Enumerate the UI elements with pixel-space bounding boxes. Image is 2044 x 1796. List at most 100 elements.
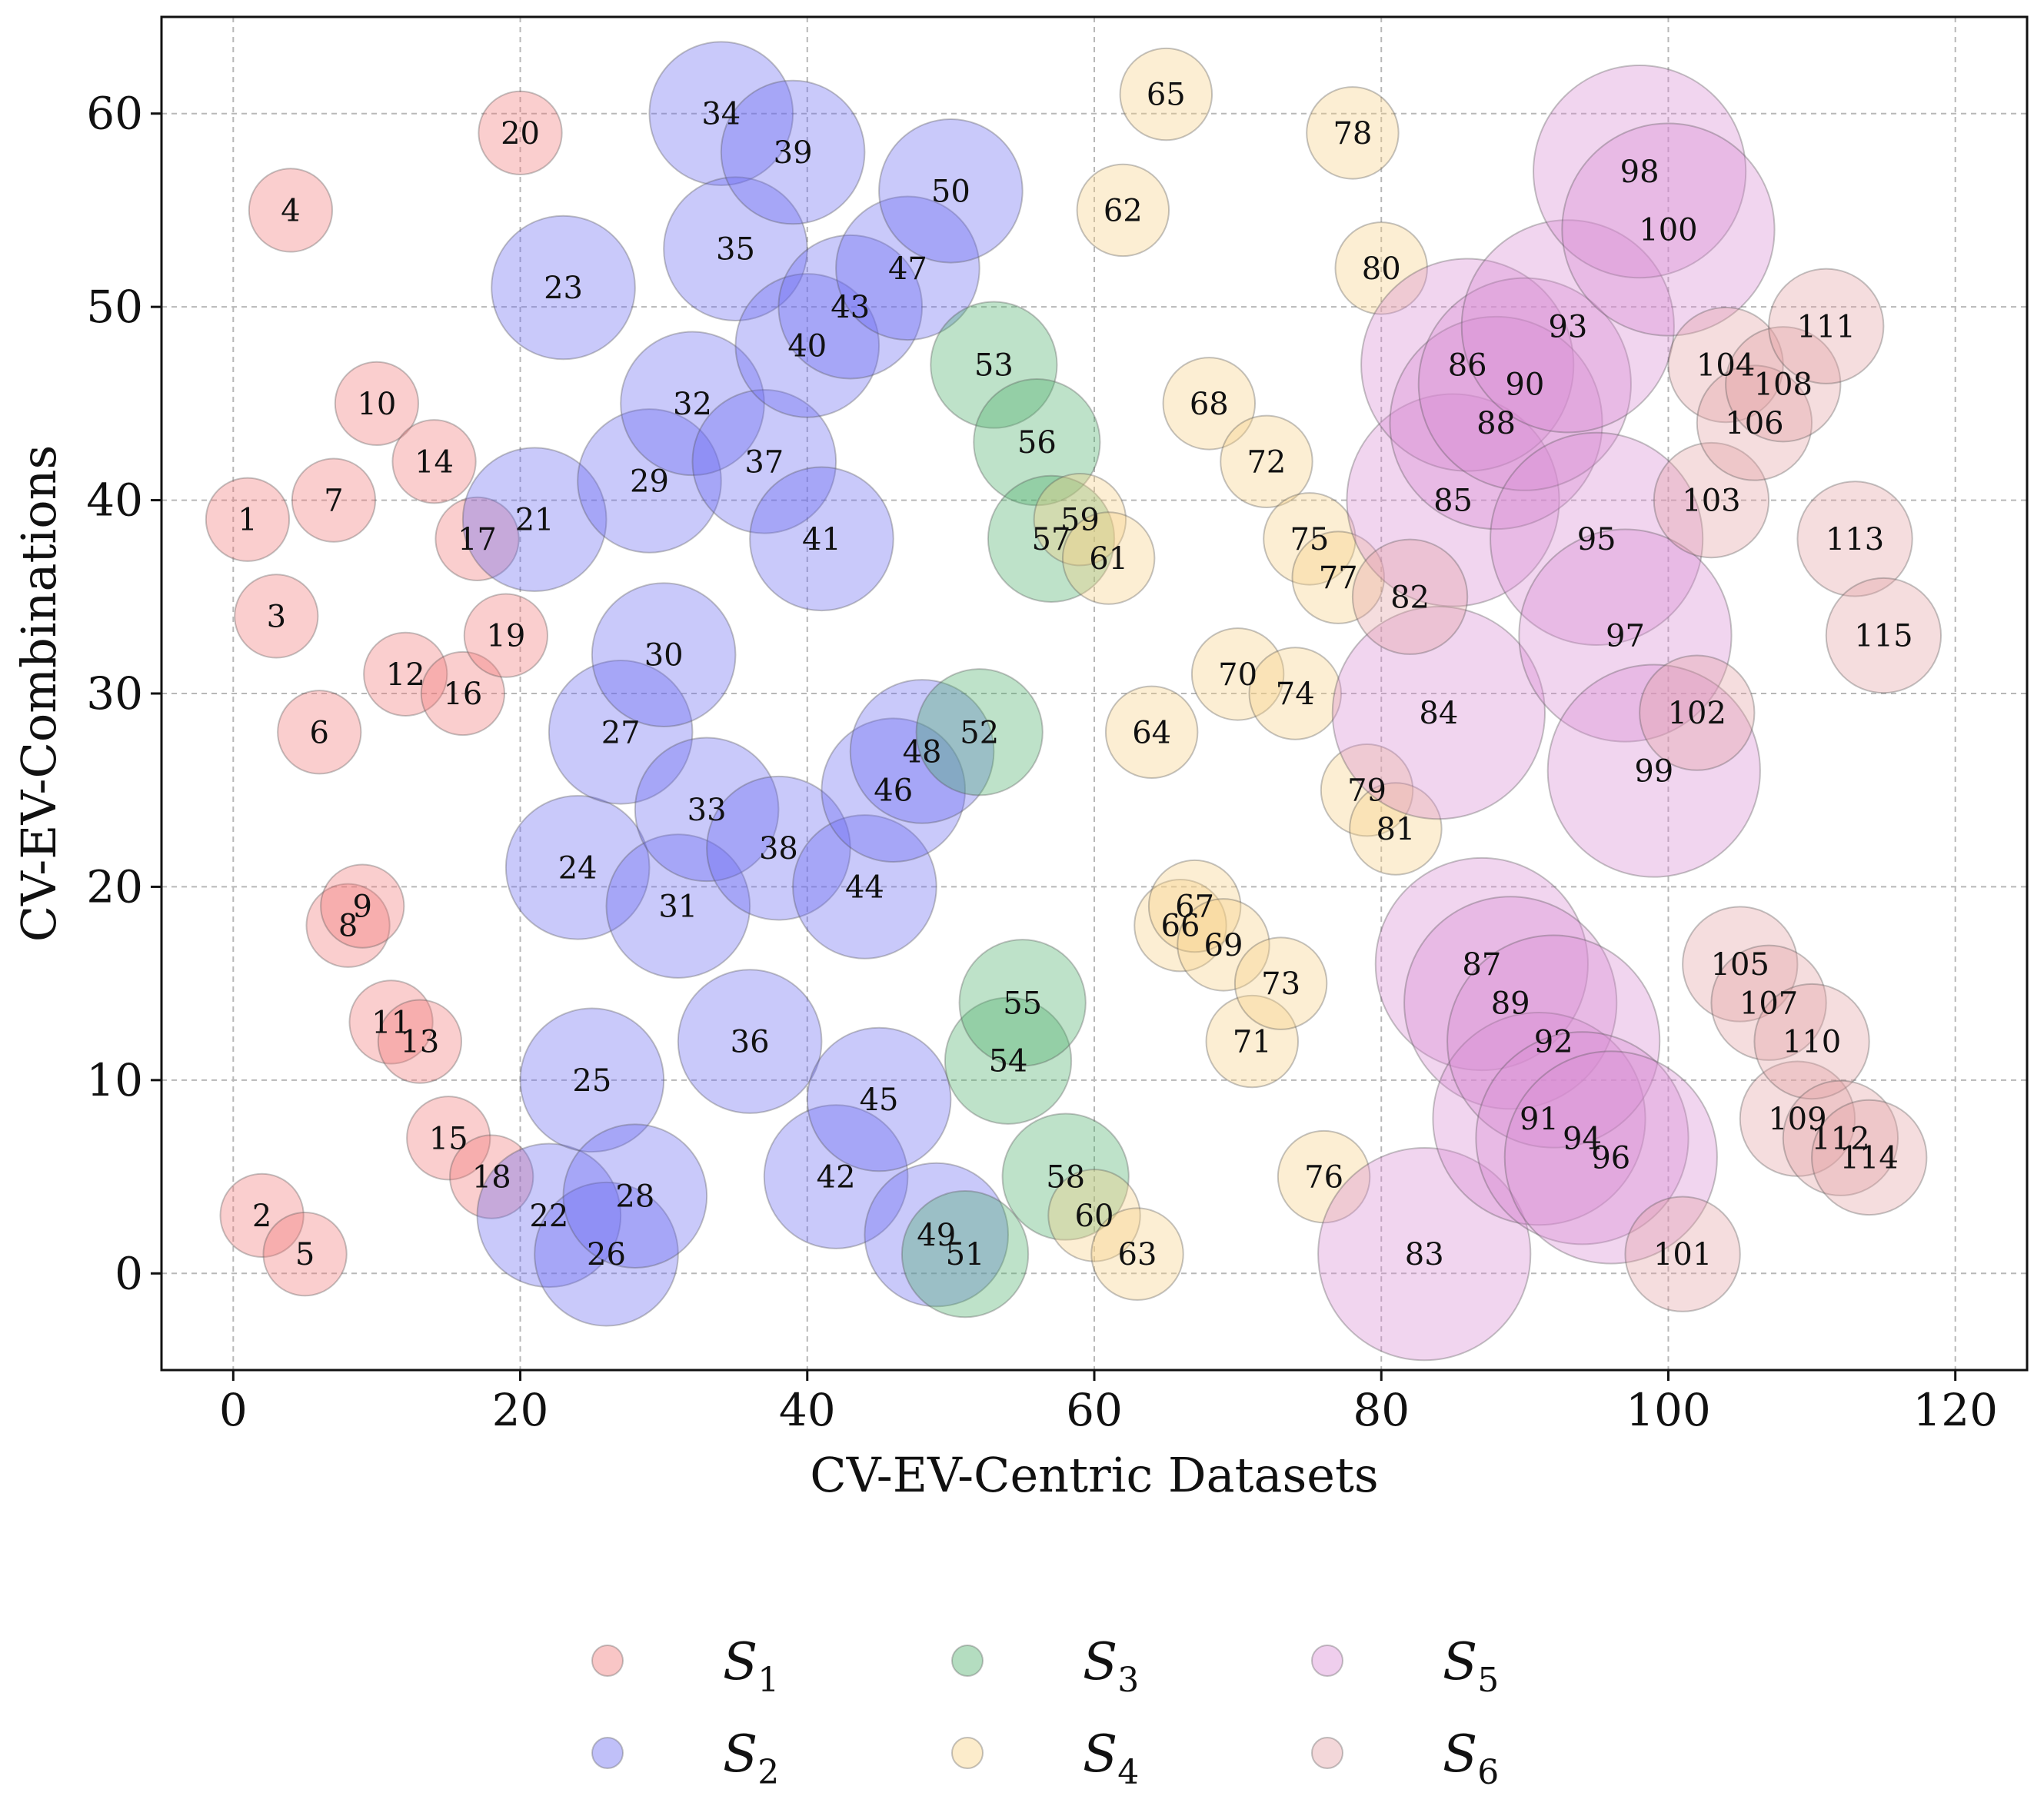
x-tick-label: 60 bbox=[1066, 1384, 1123, 1436]
bubble-label-93: 93 bbox=[1548, 309, 1587, 344]
bubble-label-96: 96 bbox=[1591, 1140, 1630, 1176]
bubble-42 bbox=[763, 1104, 909, 1249]
bubble-48 bbox=[849, 679, 995, 824]
bubble-label-1: 1 bbox=[238, 503, 257, 538]
bubble-label-105: 105 bbox=[1711, 947, 1769, 983]
x-tick-label: 20 bbox=[492, 1384, 549, 1436]
legend-marker bbox=[591, 1737, 624, 1769]
bubble-103 bbox=[1653, 441, 1770, 559]
bubble-label-58: 58 bbox=[1046, 1160, 1085, 1196]
y-tick-label: 60 bbox=[86, 88, 143, 140]
bubble-28 bbox=[562, 1123, 708, 1269]
bubble-71 bbox=[1205, 994, 1299, 1089]
bubble-65 bbox=[1119, 47, 1213, 141]
bubble-107 bbox=[1710, 944, 1827, 1061]
bubble-label-40: 40 bbox=[787, 328, 827, 364]
bubble-75 bbox=[1263, 492, 1357, 586]
bubble-14 bbox=[391, 419, 477, 504]
bubble-label-85: 85 bbox=[1433, 484, 1473, 519]
bubble-2 bbox=[219, 1172, 305, 1258]
bubble-34 bbox=[648, 41, 794, 187]
bubble-label-35: 35 bbox=[716, 232, 755, 268]
bubble-label-53: 53 bbox=[974, 348, 1014, 384]
bubble-4 bbox=[248, 168, 334, 253]
bubble-label-101: 101 bbox=[1653, 1237, 1712, 1272]
bubble-104 bbox=[1667, 306, 1784, 424]
bubble-83 bbox=[1317, 1147, 1532, 1362]
bubble-33 bbox=[634, 737, 780, 883]
bubble-label-77: 77 bbox=[1319, 560, 1358, 596]
bubble-label-41: 41 bbox=[802, 522, 841, 557]
bubble-64 bbox=[1104, 685, 1199, 780]
legend-marker bbox=[951, 1737, 984, 1769]
bubble-label-48: 48 bbox=[903, 734, 942, 770]
legend-label: S6 bbox=[1443, 1724, 1499, 1792]
bubble-23 bbox=[491, 215, 636, 361]
bubble-49 bbox=[864, 1162, 1010, 1308]
legend-entry-1: S1 bbox=[591, 1632, 779, 1700]
bubble-80 bbox=[1334, 221, 1428, 315]
y-axis-label: CV-EV-Combinations bbox=[11, 445, 67, 943]
legend: S1 S2 S3 S4 S5 S6 bbox=[591, 1632, 1499, 1792]
bubble-26 bbox=[534, 1181, 679, 1327]
bubble-label-22: 22 bbox=[529, 1199, 568, 1234]
bubble-13 bbox=[377, 999, 463, 1084]
bubble-44 bbox=[792, 814, 937, 960]
bubble-87 bbox=[1374, 856, 1589, 1072]
bubble-label-60: 60 bbox=[1075, 1199, 1114, 1234]
bubble-20 bbox=[478, 90, 563, 175]
bubble-label-50: 50 bbox=[931, 174, 970, 209]
bubble-label-38: 38 bbox=[759, 831, 798, 866]
bubble-21 bbox=[461, 447, 608, 593]
bubble-96 bbox=[1503, 1050, 1718, 1265]
bubble-label-20: 20 bbox=[501, 116, 540, 151]
bubble-77 bbox=[1291, 530, 1385, 624]
bubble-label-29: 29 bbox=[630, 464, 669, 499]
bubble-1 bbox=[205, 477, 291, 562]
bubble-label-6: 6 bbox=[310, 715, 329, 750]
bubble-label-55: 55 bbox=[1003, 986, 1042, 1021]
y-tick-label: 50 bbox=[86, 281, 143, 333]
bubble-label-2: 2 bbox=[252, 1199, 271, 1234]
bubble-label-46: 46 bbox=[874, 773, 913, 809]
bubble-label-36: 36 bbox=[731, 1025, 770, 1060]
bubble-61 bbox=[1061, 511, 1156, 605]
bubble-46 bbox=[821, 717, 967, 863]
bubble-30 bbox=[591, 582, 737, 728]
y-tick-label: 10 bbox=[86, 1054, 143, 1106]
bubble-label-37: 37 bbox=[744, 444, 784, 480]
bubble-label-108: 108 bbox=[1754, 368, 1813, 403]
x-axis-label: CV-EV-Centric Datasets bbox=[810, 1447, 1378, 1503]
legend-entry-6: S6 bbox=[1311, 1724, 1499, 1792]
bubble-label-52: 52 bbox=[960, 715, 999, 750]
bubble-label-111: 111 bbox=[1797, 309, 1856, 344]
x-tick-label: 0 bbox=[219, 1384, 248, 1436]
bubble-98 bbox=[1533, 65, 1747, 279]
x-tick-label: 100 bbox=[1626, 1384, 1711, 1436]
bubble-17 bbox=[434, 496, 520, 581]
bubble-18 bbox=[449, 1134, 534, 1219]
bubble-74 bbox=[1248, 647, 1342, 740]
bubble-35 bbox=[663, 176, 808, 322]
bubble-108 bbox=[1725, 326, 1842, 443]
bubble-27 bbox=[548, 659, 694, 805]
bubble-82 bbox=[1351, 538, 1469, 655]
bubble-label-79: 79 bbox=[1347, 773, 1387, 809]
bubble-label-98: 98 bbox=[1620, 155, 1660, 190]
bubble-label-68: 68 bbox=[1190, 387, 1229, 422]
bubble-label-80: 80 bbox=[1362, 251, 1401, 287]
bubble-label-10: 10 bbox=[357, 387, 396, 422]
bubble-label-100: 100 bbox=[1639, 213, 1697, 248]
bubble-label-64: 64 bbox=[1132, 715, 1171, 750]
bubble-label-4: 4 bbox=[281, 193, 300, 228]
bubble-101 bbox=[1624, 1196, 1741, 1312]
bubble-94 bbox=[1475, 1031, 1689, 1246]
bubble-113 bbox=[1796, 481, 1913, 597]
y-tick-label: 20 bbox=[86, 860, 143, 913]
bubble-106 bbox=[1696, 364, 1813, 481]
legend-entry-5: S5 bbox=[1311, 1632, 1499, 1700]
bubble-54 bbox=[944, 996, 1073, 1125]
legend-entry-4: S4 bbox=[951, 1724, 1139, 1792]
bubble-63 bbox=[1090, 1207, 1184, 1301]
